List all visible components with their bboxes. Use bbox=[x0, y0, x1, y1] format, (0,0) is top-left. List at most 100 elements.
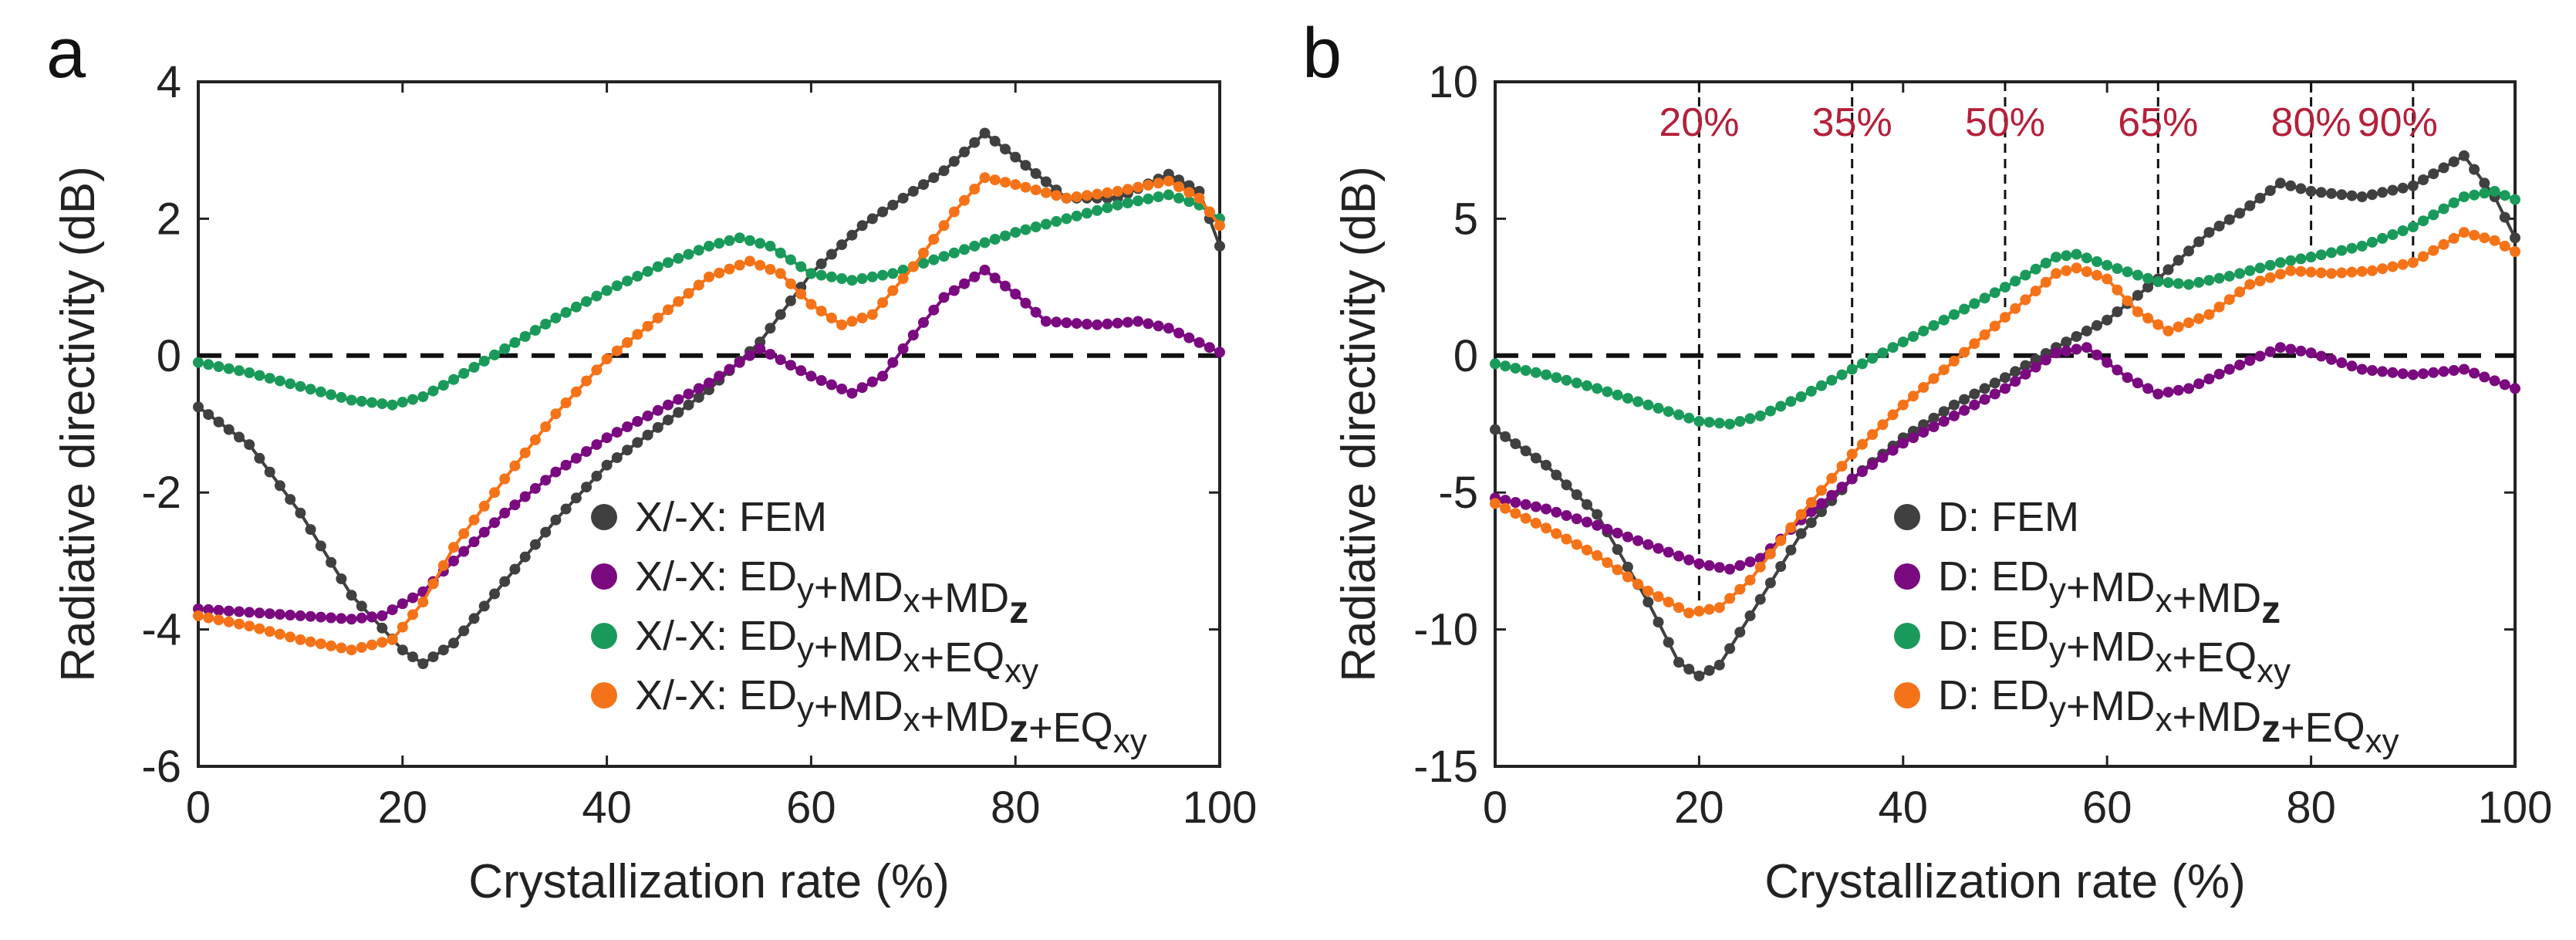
panel-b-data-point bbox=[2479, 371, 2490, 383]
panel-b-data-point bbox=[1571, 539, 1582, 550]
panel-a-data-point bbox=[346, 590, 357, 601]
panel-b-data-point bbox=[1713, 602, 1725, 614]
panel-a-data-point bbox=[1102, 202, 1113, 214]
panel-a-data-point bbox=[223, 605, 235, 617]
panel-b-data-point bbox=[2183, 317, 2194, 329]
panel-b-data-point bbox=[2469, 164, 2480, 175]
panel-b-data-point bbox=[2510, 232, 2520, 244]
panel-b-data-point bbox=[1805, 497, 1817, 508]
panel-a-ytick-label: 0 bbox=[157, 331, 181, 381]
panel-b-data-point bbox=[2173, 384, 2184, 396]
panel-a-data-point bbox=[846, 275, 858, 286]
panel-b-data-point bbox=[2418, 251, 2429, 262]
panel-b-data-point bbox=[1602, 386, 1613, 397]
panel-b-chart: b 0 20 40 60 80 100 -15 -10 -5 0 5 10 Crystallization… bbox=[1302, 14, 2552, 908]
panel-b-data-point bbox=[2223, 270, 2235, 282]
panel-a-data-point bbox=[1204, 206, 1215, 218]
panel-a-data-point bbox=[264, 373, 275, 384]
panel-a-data-point bbox=[959, 194, 970, 206]
panel-a-data-point bbox=[601, 459, 613, 471]
panel-b-data-point bbox=[2071, 331, 2082, 342]
panel-a-legend-subscript: xy bbox=[1004, 652, 1038, 690]
panel-b-data-point bbox=[1622, 531, 1633, 543]
panel-b-legend-prefix: D: bbox=[1938, 613, 1991, 659]
panel-a-data-point bbox=[540, 526, 552, 538]
panel-a-data-point bbox=[1163, 323, 1174, 334]
panel-b-data-point bbox=[2377, 263, 2389, 275]
panel-b-data-point bbox=[1632, 535, 1644, 546]
panel-a-data-point bbox=[928, 234, 940, 245]
panel-a-data-point bbox=[887, 199, 899, 211]
panel-a-data-point bbox=[765, 264, 776, 275]
panel-a-data-point bbox=[714, 238, 725, 249]
panel-a-data-point bbox=[825, 313, 837, 323]
panel-b-axes-box bbox=[1494, 80, 2517, 768]
panel-b-ytick-label: 0 bbox=[1453, 331, 1478, 381]
panel-b-data-point bbox=[2397, 225, 2409, 236]
panel-a-data-point bbox=[519, 447, 531, 458]
panel-b-legend-subscript: x bbox=[2156, 582, 2173, 620]
panel-a-data-point bbox=[468, 536, 480, 548]
panel-b-data-point bbox=[2315, 350, 2327, 362]
panel-a-data-point bbox=[489, 349, 500, 360]
panel-a-data-point bbox=[550, 408, 562, 420]
panel-a-data-point bbox=[437, 380, 449, 391]
panel-b-data-point bbox=[1520, 512, 1531, 524]
panel-a-data-point bbox=[938, 251, 950, 262]
panel-b-data-point bbox=[2092, 320, 2102, 331]
panel-b-data-point bbox=[2213, 368, 2225, 380]
panel-a-data-point bbox=[683, 388, 694, 400]
panel-a-data-point bbox=[825, 249, 837, 260]
panel-a-legend-plus: + bbox=[814, 624, 839, 670]
panel-b-legend-entry: D: EDy+MDx+EQxy bbox=[1938, 613, 2291, 690]
panel-b-data-point bbox=[2274, 257, 2286, 269]
panel-a-data-point bbox=[897, 192, 909, 204]
panel-a-data-point bbox=[1092, 205, 1103, 216]
panel-a-data-point bbox=[1214, 240, 1225, 252]
panel-b-marker-label: 50% bbox=[1965, 100, 2045, 145]
panel-b-legend-subscript: z bbox=[2261, 707, 2281, 750]
panel-b-data-point bbox=[1744, 413, 1756, 424]
panel-a-data-point bbox=[846, 316, 858, 327]
panel-a-data-point bbox=[285, 610, 296, 620]
panel-b-data-point bbox=[2295, 253, 2307, 265]
panel-b-data-point bbox=[2407, 180, 2419, 191]
panel-b-data-point bbox=[1724, 593, 1736, 604]
panel-b-data-point bbox=[1541, 459, 1552, 471]
panel-b-legend-term: MD bbox=[2091, 683, 2156, 729]
panel-a-data-point bbox=[877, 206, 889, 218]
panel-a-data-point bbox=[1112, 199, 1123, 211]
panel-a-data-point bbox=[938, 220, 950, 232]
panel-b-data-point bbox=[1622, 561, 1633, 573]
panel-b-data-point bbox=[1571, 377, 1582, 389]
panel-b-data-point bbox=[2081, 325, 2092, 336]
panel-b-data-point bbox=[2000, 372, 2010, 384]
panel-b-data-point bbox=[2264, 185, 2276, 196]
panel-a-data-point bbox=[663, 399, 674, 411]
panel-b-data-point bbox=[1703, 664, 1715, 676]
panel-b-legend-entry: D: EDy+MDx+MDz bbox=[1938, 553, 2281, 631]
panel-b-data-point bbox=[1948, 399, 1960, 411]
panel-a-data-point bbox=[234, 365, 245, 377]
panel-a-data-point bbox=[601, 285, 613, 296]
panel-a-data-point bbox=[1051, 190, 1062, 201]
panel-b-data-point bbox=[2122, 266, 2133, 278]
panel-a-data-point bbox=[397, 397, 408, 408]
panel-a-data-point bbox=[785, 360, 796, 371]
panel-a-data-point bbox=[846, 229, 858, 241]
panel-a-data-point bbox=[652, 313, 663, 323]
panel-a-data-point bbox=[1133, 181, 1144, 193]
panel-a-data-point bbox=[846, 387, 858, 399]
panel-b-data-point bbox=[2315, 249, 2327, 261]
panel-b-data-point bbox=[1989, 287, 2000, 299]
panel-b-data-point bbox=[1683, 607, 1695, 619]
panel-a-legend-subscript: y bbox=[797, 631, 814, 668]
panel-a-data-point bbox=[775, 309, 786, 320]
panel-a-data-point bbox=[1071, 210, 1082, 221]
panel-b-legend-term: MD bbox=[2091, 624, 2156, 670]
panel-b-data-point bbox=[2458, 150, 2470, 161]
panel-b-data-point bbox=[1877, 451, 1889, 463]
panel-a-series bbox=[193, 264, 1225, 625]
panel-b-marker-label: 80% bbox=[2271, 100, 2351, 145]
panel-a-legend-swatch bbox=[591, 563, 617, 590]
